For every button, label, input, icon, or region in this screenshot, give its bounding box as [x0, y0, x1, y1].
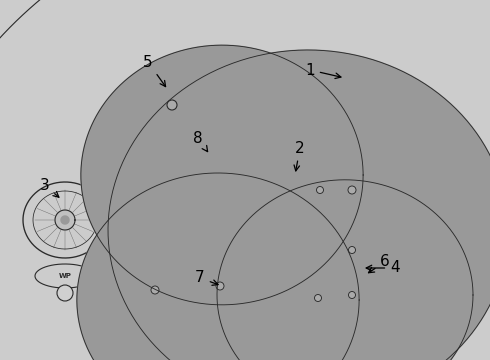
Polygon shape [107, 195, 125, 245]
Circle shape [210, 276, 230, 296]
Polygon shape [305, 259, 385, 331]
Polygon shape [77, 173, 359, 360]
Circle shape [151, 286, 159, 294]
Text: 3: 3 [40, 177, 59, 197]
Circle shape [145, 280, 165, 300]
Polygon shape [258, 185, 358, 275]
Polygon shape [217, 180, 473, 360]
Circle shape [312, 182, 328, 198]
Circle shape [317, 186, 323, 194]
Circle shape [348, 186, 356, 194]
Circle shape [348, 292, 356, 298]
Circle shape [344, 242, 360, 258]
Circle shape [348, 247, 356, 253]
Polygon shape [316, 182, 358, 302]
Circle shape [344, 287, 360, 303]
Circle shape [160, 93, 184, 117]
Text: 4: 4 [366, 261, 400, 275]
Text: 5: 5 [143, 54, 166, 87]
Circle shape [315, 294, 321, 302]
Text: 8: 8 [193, 131, 208, 152]
Text: 1: 1 [305, 63, 341, 78]
Text: WP: WP [59, 273, 72, 279]
Polygon shape [61, 216, 69, 224]
Text: 2: 2 [294, 140, 305, 171]
Circle shape [167, 100, 177, 110]
Circle shape [310, 290, 326, 306]
Circle shape [343, 181, 361, 199]
Polygon shape [81, 45, 363, 305]
Circle shape [57, 285, 73, 301]
Circle shape [216, 282, 224, 290]
Polygon shape [176, 262, 260, 338]
Polygon shape [108, 50, 490, 360]
Polygon shape [180, 136, 264, 213]
Polygon shape [23, 182, 107, 258]
Text: 6: 6 [368, 255, 390, 273]
Text: 7: 7 [195, 270, 218, 285]
Polygon shape [55, 210, 75, 230]
Polygon shape [35, 264, 95, 288]
